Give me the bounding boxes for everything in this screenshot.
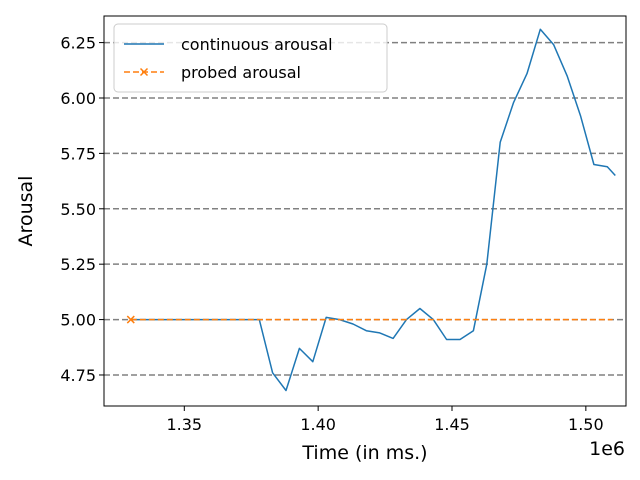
x-tick-label: 1.40 — [300, 415, 336, 434]
axis-ticks: 4.75 5.00 5.25 5.50 5.75 6.00 6.25 1.35 1.40 1.45… — [60, 34, 603, 434]
plot-area-frame — [103, 15, 627, 407]
legend-label-0: continuous arousal — [181, 35, 333, 54]
y-tick-label: 4.75 — [60, 366, 96, 385]
y-tick-label: 6.00 — [60, 89, 96, 108]
y-axis-title: Arousal — [15, 176, 37, 247]
y-tick-label: 5.50 — [60, 200, 96, 219]
series-marker — [126, 315, 135, 324]
y-tick-label: 5.75 — [60, 144, 96, 163]
x-axis-offset-label: 1e6 — [589, 438, 625, 460]
x-tick-label: 1.45 — [434, 415, 470, 434]
x-tick-label: 1.35 — [166, 415, 202, 434]
y-tick-label: 5.00 — [60, 311, 96, 330]
x-tick-label: 1.50 — [568, 415, 604, 434]
y-tick-label: 5.25 — [60, 255, 96, 274]
legend: continuous arousal probed arousal — [113, 23, 388, 93]
legend-label-1: probed arousal — [181, 63, 301, 82]
x-axis-title: Time (in ms.) — [301, 442, 427, 464]
y-tick-label: 6.25 — [60, 34, 96, 53]
legend-box — [113, 23, 388, 93]
series-layer — [126, 28, 616, 392]
